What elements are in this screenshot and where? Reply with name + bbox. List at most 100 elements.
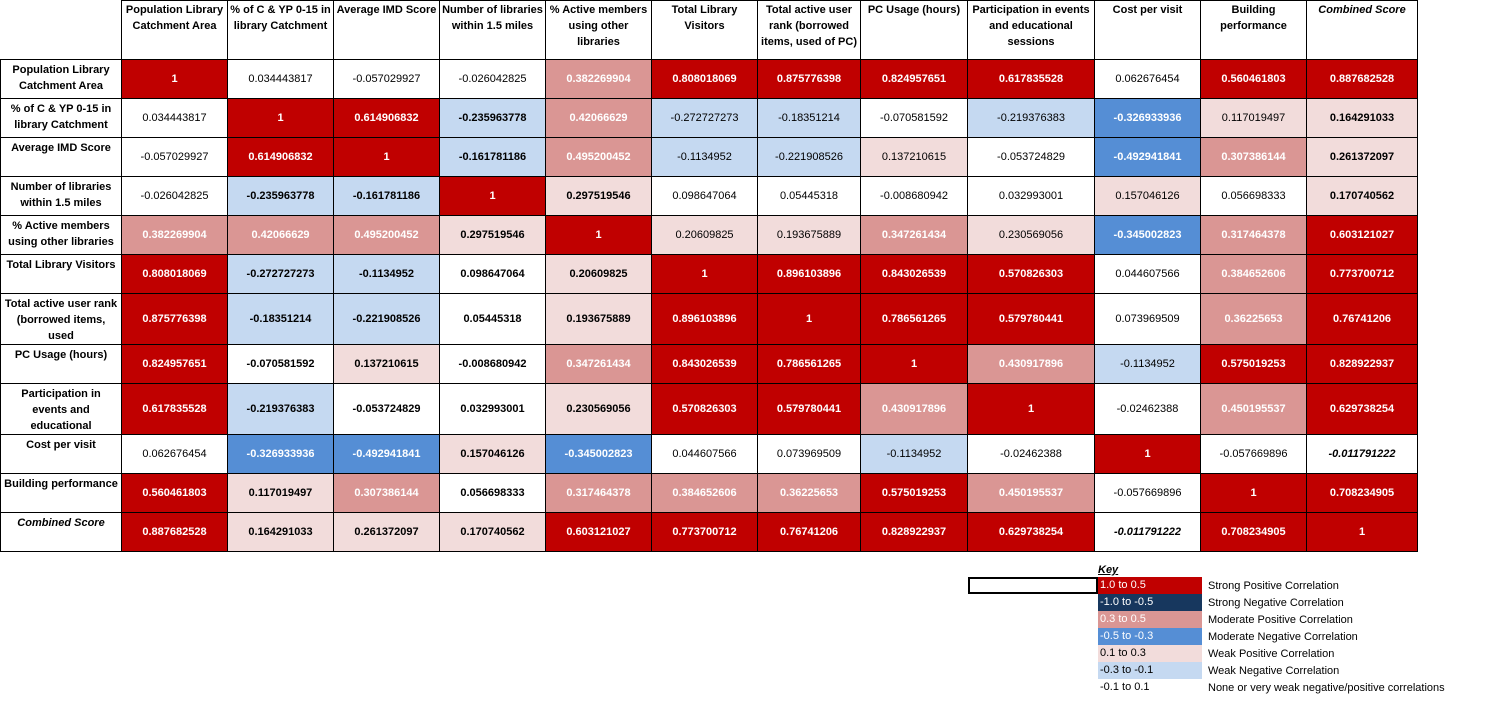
matrix-cell[interactable]: 0.430917896 (860, 383, 968, 435)
selected-cell-outline[interactable] (968, 577, 1098, 594)
matrix-cell[interactable]: 0.773700712 (1306, 254, 1418, 294)
matrix-cell[interactable]: 1 (227, 98, 334, 138)
matrix-cell[interactable]: 0.824957651 (860, 59, 968, 99)
row-header[interactable]: Building performance (0, 473, 122, 513)
matrix-cell[interactable]: 0.261372097 (1306, 137, 1418, 177)
matrix-cell[interactable]: 0.05445318 (757, 176, 861, 216)
matrix-cell[interactable]: 0.382269904 (121, 215, 228, 255)
matrix-cell[interactable]: 0.843026539 (651, 344, 758, 384)
row-header[interactable]: % Active members using other libraries (0, 215, 122, 255)
matrix-cell[interactable]: 0.170740562 (1306, 176, 1418, 216)
matrix-cell[interactable]: -0.492941841 (1094, 137, 1201, 177)
matrix-cell[interactable]: 0.20609825 (651, 215, 758, 255)
matrix-cell[interactable]: -0.026042825 (121, 176, 228, 216)
matrix-cell[interactable]: -0.235963778 (227, 176, 334, 216)
matrix-cell[interactable]: -0.219376383 (227, 383, 334, 435)
matrix-cell[interactable]: 0.032993001 (967, 176, 1095, 216)
matrix-cell[interactable]: 0.034443817 (227, 59, 334, 99)
matrix-cell[interactable]: -0.221908526 (333, 293, 440, 345)
matrix-cell[interactable]: -0.272727273 (651, 98, 758, 138)
matrix-cell[interactable]: -0.161781186 (439, 137, 546, 177)
matrix-cell[interactable]: 0.575019253 (1200, 344, 1307, 384)
matrix-cell[interactable]: 0.808018069 (121, 254, 228, 294)
matrix-cell[interactable]: 0.062676454 (1094, 59, 1201, 99)
matrix-cell[interactable]: 0.773700712 (651, 512, 758, 552)
matrix-cell[interactable]: 0.137210615 (860, 137, 968, 177)
matrix-cell[interactable]: 0.193675889 (757, 215, 861, 255)
matrix-cell[interactable]: 0.629738254 (967, 512, 1095, 552)
matrix-cell[interactable]: 0.614906832 (227, 137, 334, 177)
matrix-cell[interactable]: 0.317464378 (545, 473, 652, 513)
matrix-cell[interactable]: 0.230569056 (967, 215, 1095, 255)
matrix-cell[interactable]: 0.170740562 (439, 512, 546, 552)
matrix-cell[interactable]: 0.708234905 (1200, 512, 1307, 552)
matrix-cell[interactable]: 1 (1306, 512, 1418, 552)
matrix-cell[interactable]: 0.786561265 (860, 293, 968, 345)
matrix-cell[interactable]: 0.76741206 (1306, 293, 1418, 345)
matrix-cell[interactable]: -0.026042825 (439, 59, 546, 99)
matrix-cell[interactable]: 0.117019497 (1200, 98, 1307, 138)
row-header[interactable]: Combined Score (0, 512, 122, 552)
matrix-cell[interactable]: -0.1134952 (860, 434, 968, 474)
matrix-cell[interactable]: 0.164291033 (1306, 98, 1418, 138)
matrix-cell[interactable]: -0.345002823 (1094, 215, 1201, 255)
matrix-cell[interactable]: 0.603121027 (1306, 215, 1418, 255)
matrix-cell[interactable]: 0.073969509 (1094, 293, 1201, 345)
matrix-cell[interactable]: -0.02462388 (967, 434, 1095, 474)
matrix-cell[interactable]: 1 (545, 215, 652, 255)
matrix-cell[interactable]: -0.057669896 (1094, 473, 1201, 513)
matrix-cell[interactable]: -0.18351214 (227, 293, 334, 345)
matrix-cell[interactable]: 1 (1094, 434, 1201, 474)
matrix-cell[interactable]: 0.098647064 (439, 254, 546, 294)
matrix-cell[interactable]: 0.887682528 (1306, 59, 1418, 99)
matrix-cell[interactable]: -0.1134952 (651, 137, 758, 177)
matrix-cell[interactable]: 0.062676454 (121, 434, 228, 474)
row-header[interactable]: Number of libraries within 1.5 miles (0, 176, 122, 216)
matrix-cell[interactable]: 0.347261434 (860, 215, 968, 255)
matrix-cell[interactable]: 0.42066629 (227, 215, 334, 255)
matrix-cell[interactable]: -0.057029927 (333, 59, 440, 99)
matrix-cell[interactable]: 0.875776398 (757, 59, 861, 99)
matrix-cell[interactable]: 0.137210615 (333, 344, 440, 384)
matrix-cell[interactable]: 0.117019497 (227, 473, 334, 513)
matrix-cell[interactable]: 0.896103896 (651, 293, 758, 345)
matrix-cell[interactable]: 1 (439, 176, 546, 216)
matrix-cell[interactable]: 1 (121, 59, 228, 99)
matrix-cell[interactable]: 0.36225653 (757, 473, 861, 513)
matrix-cell[interactable]: 0.560461803 (1200, 59, 1307, 99)
matrix-cell[interactable]: 0.164291033 (227, 512, 334, 552)
matrix-cell[interactable]: -0.057669896 (1200, 434, 1307, 474)
matrix-cell[interactable]: 0.887682528 (121, 512, 228, 552)
matrix-cell[interactable]: 0.261372097 (333, 512, 440, 552)
matrix-cell[interactable]: 0.495200452 (333, 215, 440, 255)
matrix-cell[interactable]: -0.008680942 (860, 176, 968, 216)
matrix-cell[interactable]: 0.708234905 (1306, 473, 1418, 513)
matrix-cell[interactable]: 0.76741206 (757, 512, 861, 552)
matrix-cell[interactable]: 0.230569056 (545, 383, 652, 435)
matrix-cell[interactable]: 0.297519546 (545, 176, 652, 216)
matrix-cell[interactable]: -0.221908526 (757, 137, 861, 177)
matrix-cell[interactable]: -0.345002823 (545, 434, 652, 474)
matrix-cell[interactable]: -0.057029927 (121, 137, 228, 177)
matrix-cell[interactable]: 0.193675889 (545, 293, 652, 345)
matrix-cell[interactable]: 0.317464378 (1200, 215, 1307, 255)
row-header[interactable]: Cost per visit (0, 434, 122, 474)
row-header[interactable]: PC Usage (hours) (0, 344, 122, 384)
matrix-cell[interactable]: -0.070581592 (227, 344, 334, 384)
matrix-cell[interactable]: 0.786561265 (757, 344, 861, 384)
matrix-cell[interactable]: -0.008680942 (439, 344, 546, 384)
matrix-cell[interactable]: 1 (967, 383, 1095, 435)
matrix-cell[interactable]: 0.056698333 (439, 473, 546, 513)
matrix-cell[interactable]: 1 (651, 254, 758, 294)
matrix-cell[interactable]: 0.044607566 (651, 434, 758, 474)
matrix-cell[interactable]: 0.614906832 (333, 98, 440, 138)
row-header[interactable]: Total active user rank (borrowed items, … (0, 293, 122, 345)
matrix-cell[interactable]: 0.36225653 (1200, 293, 1307, 345)
matrix-cell[interactable]: 0.579780441 (757, 383, 861, 435)
matrix-cell[interactable]: 1 (860, 344, 968, 384)
matrix-cell[interactable]: 0.032993001 (439, 383, 546, 435)
matrix-cell[interactable]: 0.42066629 (545, 98, 652, 138)
row-header[interactable]: Population Library Catchment Area (0, 59, 122, 99)
matrix-cell[interactable]: 0.824957651 (121, 344, 228, 384)
matrix-cell[interactable]: -0.18351214 (757, 98, 861, 138)
